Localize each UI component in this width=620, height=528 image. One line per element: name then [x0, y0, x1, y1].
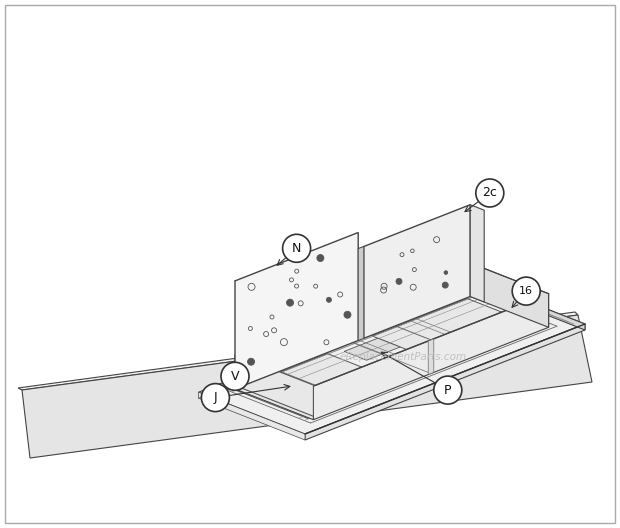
Circle shape: [476, 179, 504, 207]
Circle shape: [444, 271, 448, 275]
Polygon shape: [428, 339, 434, 374]
Polygon shape: [198, 282, 585, 434]
Polygon shape: [22, 315, 592, 458]
Circle shape: [396, 278, 402, 285]
Circle shape: [317, 254, 324, 261]
Circle shape: [247, 358, 255, 365]
Circle shape: [283, 234, 311, 262]
Circle shape: [442, 282, 448, 288]
Polygon shape: [470, 205, 484, 302]
Polygon shape: [235, 232, 358, 389]
Text: 16: 16: [519, 286, 533, 296]
Polygon shape: [241, 356, 313, 416]
Polygon shape: [198, 392, 305, 440]
Circle shape: [434, 376, 462, 404]
Polygon shape: [344, 338, 400, 360]
Polygon shape: [18, 312, 578, 390]
Polygon shape: [358, 247, 364, 341]
Polygon shape: [235, 354, 400, 419]
Circle shape: [326, 297, 332, 303]
Text: eReplacementParts.com: eReplacementParts.com: [339, 352, 467, 362]
Circle shape: [202, 384, 229, 412]
Text: V: V: [231, 370, 239, 383]
Circle shape: [221, 362, 249, 390]
Text: 2c: 2c: [482, 186, 497, 200]
Polygon shape: [372, 299, 540, 365]
Text: N: N: [292, 242, 301, 255]
Polygon shape: [364, 205, 470, 338]
Text: P: P: [444, 384, 451, 397]
Polygon shape: [479, 282, 585, 330]
Polygon shape: [235, 355, 313, 420]
Circle shape: [286, 299, 293, 306]
Text: J: J: [213, 391, 217, 404]
Circle shape: [512, 277, 540, 305]
Polygon shape: [313, 294, 549, 420]
Polygon shape: [305, 324, 585, 440]
Polygon shape: [470, 263, 549, 327]
Circle shape: [344, 312, 351, 318]
